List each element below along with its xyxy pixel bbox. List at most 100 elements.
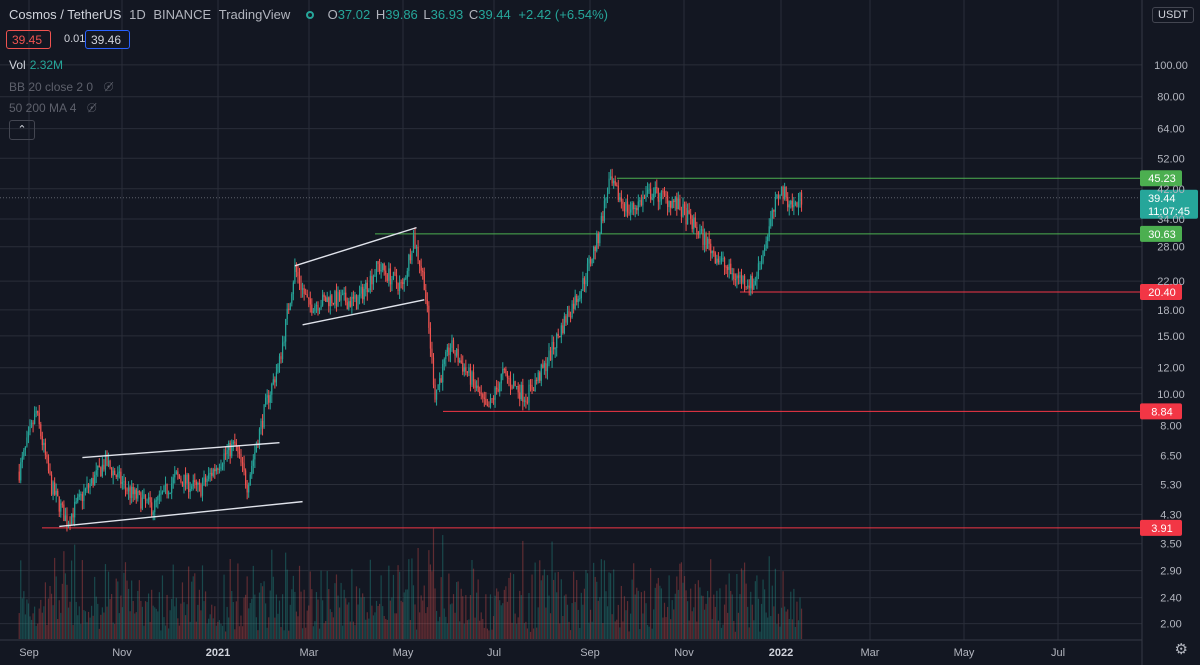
volume-bar <box>118 613 120 639</box>
candle-body <box>511 386 513 389</box>
eye-hidden-icon[interactable]: ☉̸ <box>86 101 98 115</box>
volume-bar <box>288 630 290 639</box>
volume-bar <box>278 600 281 639</box>
candle-body <box>529 384 532 386</box>
volume-bar <box>654 587 656 639</box>
trendline <box>302 299 425 326</box>
candle-body <box>235 443 237 446</box>
volume-bar <box>35 625 37 639</box>
eye-hidden-icon[interactable]: ☉̸ <box>103 80 114 94</box>
volume-bar <box>696 621 698 639</box>
volume-bar <box>218 620 221 639</box>
volume-bar <box>446 623 448 639</box>
chevron-up-icon[interactable]: ⌃ <box>9 120 35 140</box>
candle-body <box>415 247 418 249</box>
candle-body <box>654 187 656 194</box>
candle-body <box>163 485 165 492</box>
candle-body <box>87 484 90 488</box>
volume-bar <box>482 618 484 639</box>
volume-bar <box>522 540 524 639</box>
time-tick-label: Mar <box>861 647 880 659</box>
symbol-name[interactable]: Cosmos / TetherUS <box>9 7 122 22</box>
candle-body <box>238 451 241 454</box>
interval[interactable]: 1D <box>129 7 146 22</box>
time-axis[interactable]: Sep Nov 2021 Mar May Jul Sep Nov 2022 Mar May Jul <box>19 647 1065 659</box>
candle-body <box>409 254 411 261</box>
candle-body <box>357 296 359 310</box>
candle-body <box>214 469 216 472</box>
sell-button[interactable]: 39.45 <box>6 30 51 49</box>
candle-body <box>737 275 740 278</box>
price-tick-label: 100.00 <box>1154 60 1188 72</box>
price-tick-label: 6.50 <box>1160 450 1181 462</box>
spread-value: 0.01 <box>64 33 86 45</box>
volume-bar <box>211 604 213 639</box>
volume-bar <box>87 611 90 639</box>
volume-bar <box>160 630 162 639</box>
volume-bar <box>323 623 325 639</box>
volume-bar <box>471 559 473 639</box>
volume-bar <box>573 571 575 639</box>
ma-indicator[interactable]: 50 200 MA 4 ☉̸ <box>9 101 97 115</box>
volume-bar <box>516 623 518 639</box>
candle-body <box>289 303 291 310</box>
candle-body <box>711 250 713 254</box>
currency-badge[interactable]: USDT <box>1152 7 1194 23</box>
candle-body <box>619 197 621 200</box>
candle-body <box>488 406 490 408</box>
volume-bar <box>229 559 231 639</box>
volume-bar <box>308 605 310 639</box>
candle-body <box>686 210 689 225</box>
candle-body <box>234 441 236 444</box>
volume-bar <box>420 595 422 639</box>
candle-body <box>294 265 296 283</box>
price-tick-label: 18.00 <box>1157 305 1185 317</box>
candle-body <box>209 472 211 474</box>
candle-body <box>725 266 727 268</box>
volume-bar <box>568 621 570 639</box>
volume-bar <box>591 621 593 639</box>
candle-body <box>519 392 521 400</box>
volume-bar <box>593 562 595 639</box>
volume-bar <box>425 613 427 639</box>
volume-bar <box>77 615 79 639</box>
candle-body <box>605 198 607 201</box>
volume-bar <box>329 609 331 639</box>
time-tick-label: Mar <box>300 647 319 659</box>
volume-bar <box>765 612 767 639</box>
price-tick-label: 3.50 <box>1160 539 1181 551</box>
candle-body <box>297 272 299 277</box>
candle-body <box>691 218 693 230</box>
volume-bar <box>503 589 505 639</box>
candle-body <box>787 196 789 208</box>
candle-body <box>174 474 176 478</box>
volume-bar <box>57 619 59 639</box>
gear-icon[interactable]: ⚙ <box>1174 641 1188 658</box>
volume-bar <box>700 595 703 639</box>
candle-body <box>382 263 384 270</box>
volume-bar <box>657 577 659 639</box>
volume-bar <box>511 622 513 639</box>
candle-body <box>178 474 180 479</box>
candle-body <box>673 200 675 203</box>
candle-body <box>181 481 184 487</box>
volume-bar <box>417 547 419 639</box>
volume-indicator[interactable]: Vol 2.32M <box>9 58 63 72</box>
volume-bar <box>785 611 787 639</box>
bollinger-indicator[interactable]: BB 20 close 2 0 ☉̸ <box>9 80 114 94</box>
volume-bar <box>352 621 355 639</box>
volume-bar <box>151 589 153 639</box>
buy-button[interactable]: 39.46 <box>85 30 130 49</box>
candle-body <box>630 209 632 213</box>
candle-body <box>562 325 564 334</box>
candle-body <box>751 275 753 290</box>
candle-body <box>366 282 368 293</box>
price-axis[interactable]: 100.00 80.00 64.00 52.00 42.00 34.00 28.00 22.0… <box>1154 60 1188 631</box>
candle-body <box>767 236 769 242</box>
volume-bar <box>614 621 616 639</box>
candle-body <box>198 482 201 485</box>
volume-bar <box>261 586 264 639</box>
volume-bar <box>757 598 760 639</box>
volume-bar <box>486 628 488 639</box>
